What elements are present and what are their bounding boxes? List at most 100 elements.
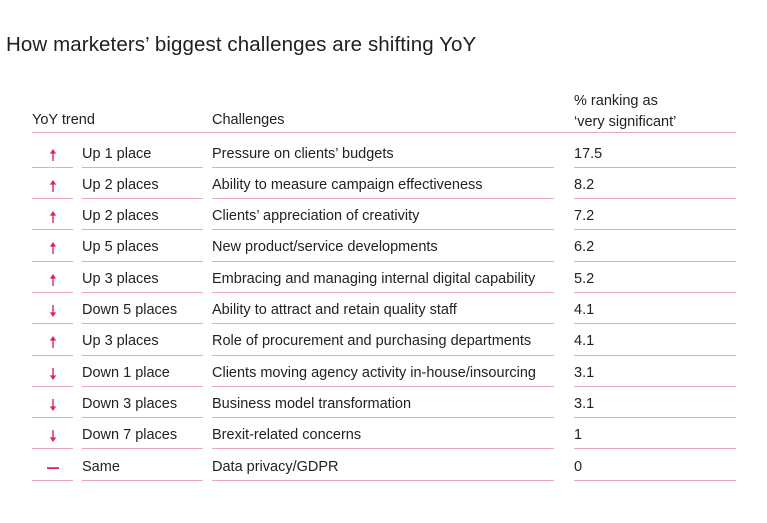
dash-icon — [32, 450, 73, 481]
table-row: Up 5 places New product/service developme… — [0, 230, 767, 262]
percent-value: 0 — [574, 458, 583, 475]
row-divider — [212, 417, 554, 419]
challenge-label: Business model transformation — [212, 395, 412, 412]
trend-label: Down 5 places — [82, 302, 178, 318]
percent-value: 4.1 — [574, 333, 595, 350]
percent-value: 5.2 — [574, 270, 595, 287]
row-divider — [82, 385, 203, 387]
arrow-up-icon — [32, 137, 73, 168]
row-divider — [212, 385, 554, 387]
arrow-up-icon — [32, 230, 73, 261]
row-divider — [212, 198, 554, 200]
row-divider — [32, 166, 73, 168]
trend-label: Up 2 places — [82, 176, 159, 193]
table-row: Up 2 places Ability to measure campaign e… — [0, 168, 767, 200]
header-percent-line1: % ranking as — [574, 93, 658, 109]
row-divider — [574, 385, 736, 387]
row-divider — [82, 323, 203, 325]
challenge-label: New product/service developments — [212, 239, 438, 256]
header-percent-ranking: % ranking as ‘very significant’ — [574, 91, 676, 133]
trend-label: Up 2 places — [82, 208, 159, 225]
row-divider — [574, 323, 736, 325]
table-row: Down 7 places Brexit-related concerns 1 — [0, 418, 767, 450]
table-row: Up 3 places Embracing and managing intern… — [0, 262, 767, 293]
percent-value: 4.1 — [574, 302, 595, 318]
header-yoy-trend: YoY trend — [32, 112, 95, 128]
row-divider — [574, 260, 736, 262]
arrow-up-icon — [32, 324, 73, 355]
table-row: Same Data privacy/GDPR 0 — [0, 450, 767, 481]
row-divider — [32, 417, 73, 419]
row-divider — [32, 291, 73, 293]
trend-label: Same — [82, 458, 120, 475]
trend-label: Down 7 places — [82, 427, 178, 444]
row-divider — [574, 229, 736, 231]
challenge-label: Pressure on clients’ budgets — [212, 145, 394, 162]
header-divider — [32, 132, 736, 133]
row-divider — [82, 166, 203, 168]
percent-value: 17.5 — [574, 145, 603, 162]
percent-value: 3.1 — [574, 364, 595, 381]
row-divider — [32, 229, 73, 231]
row-divider — [82, 479, 203, 481]
header-challenges: Challenges — [212, 112, 285, 128]
row-divider — [32, 323, 73, 325]
trend-label: Down 3 places — [82, 395, 178, 412]
percent-value: 7.2 — [574, 208, 595, 225]
trend-label: Up 3 places — [82, 270, 159, 287]
table-row: Down 1 place Clients moving agency activi… — [0, 356, 767, 387]
row-divider — [32, 354, 73, 356]
row-divider — [212, 354, 554, 356]
arrow-up-icon — [32, 262, 73, 293]
arrow-up-icon — [32, 168, 73, 199]
table-row: Up 3 places Role of procurement and purch… — [0, 324, 767, 356]
row-divider — [32, 479, 73, 481]
table-row: Up 1 place Pressure on clients’ budgets 17… — [0, 137, 767, 168]
trend-label: Up 1 place — [82, 145, 152, 162]
row-divider — [212, 448, 554, 450]
table-row: Up 2 places Clients’ appreciation of crea… — [0, 199, 767, 231]
row-divider — [82, 448, 203, 450]
row-divider — [574, 198, 736, 200]
arrow-down-icon — [32, 293, 73, 324]
arrow-up-icon — [32, 199, 73, 230]
challenge-label: Brexit-related concerns — [212, 427, 362, 444]
row-divider — [212, 260, 554, 262]
row-divider — [212, 323, 554, 325]
row-divider — [212, 291, 554, 293]
row-divider — [212, 479, 554, 481]
row-divider — [82, 354, 203, 356]
row-divider — [82, 291, 203, 293]
trend-label: Down 1 place — [82, 364, 170, 381]
trend-label: Up 3 places — [82, 333, 159, 350]
challenge-label: Role of procurement and purchasing depar… — [212, 333, 532, 350]
challenge-label: Ability to attract and retain quality st… — [212, 302, 457, 318]
challenge-label: Embracing and managing internal digital … — [212, 270, 536, 287]
arrow-down-icon — [32, 356, 73, 387]
challenge-label: Clients’ appreciation of creativity — [212, 208, 420, 225]
challenge-label: Clients moving agency activity in-house/… — [212, 364, 536, 381]
row-divider — [32, 448, 73, 450]
challenge-label: Ability to measure campaign effectivenes… — [212, 176, 483, 193]
row-divider — [212, 166, 554, 168]
percent-value: 3.1 — [574, 395, 595, 412]
row-divider — [82, 229, 203, 231]
row-divider — [82, 260, 203, 262]
percent-value: 8.2 — [574, 176, 595, 193]
trend-label: Up 5 places — [82, 239, 159, 256]
row-divider — [32, 198, 73, 200]
row-divider — [574, 291, 736, 293]
percent-value: 6.2 — [574, 239, 595, 256]
row-divider — [574, 448, 736, 450]
arrow-down-icon — [32, 387, 73, 418]
challenge-label: Data privacy/GDPR — [212, 458, 339, 475]
table-row: Down 3 places Business model transformati… — [0, 387, 767, 419]
header-percent-line2: ‘very significant’ — [574, 114, 677, 130]
table-row: Down 5 places Ability to attract and reta… — [0, 293, 767, 325]
arrow-down-icon — [32, 418, 73, 449]
percent-value: 1 — [574, 427, 583, 444]
row-divider — [82, 198, 203, 200]
row-divider — [32, 385, 73, 387]
row-divider — [574, 166, 736, 168]
row-divider — [32, 260, 73, 262]
